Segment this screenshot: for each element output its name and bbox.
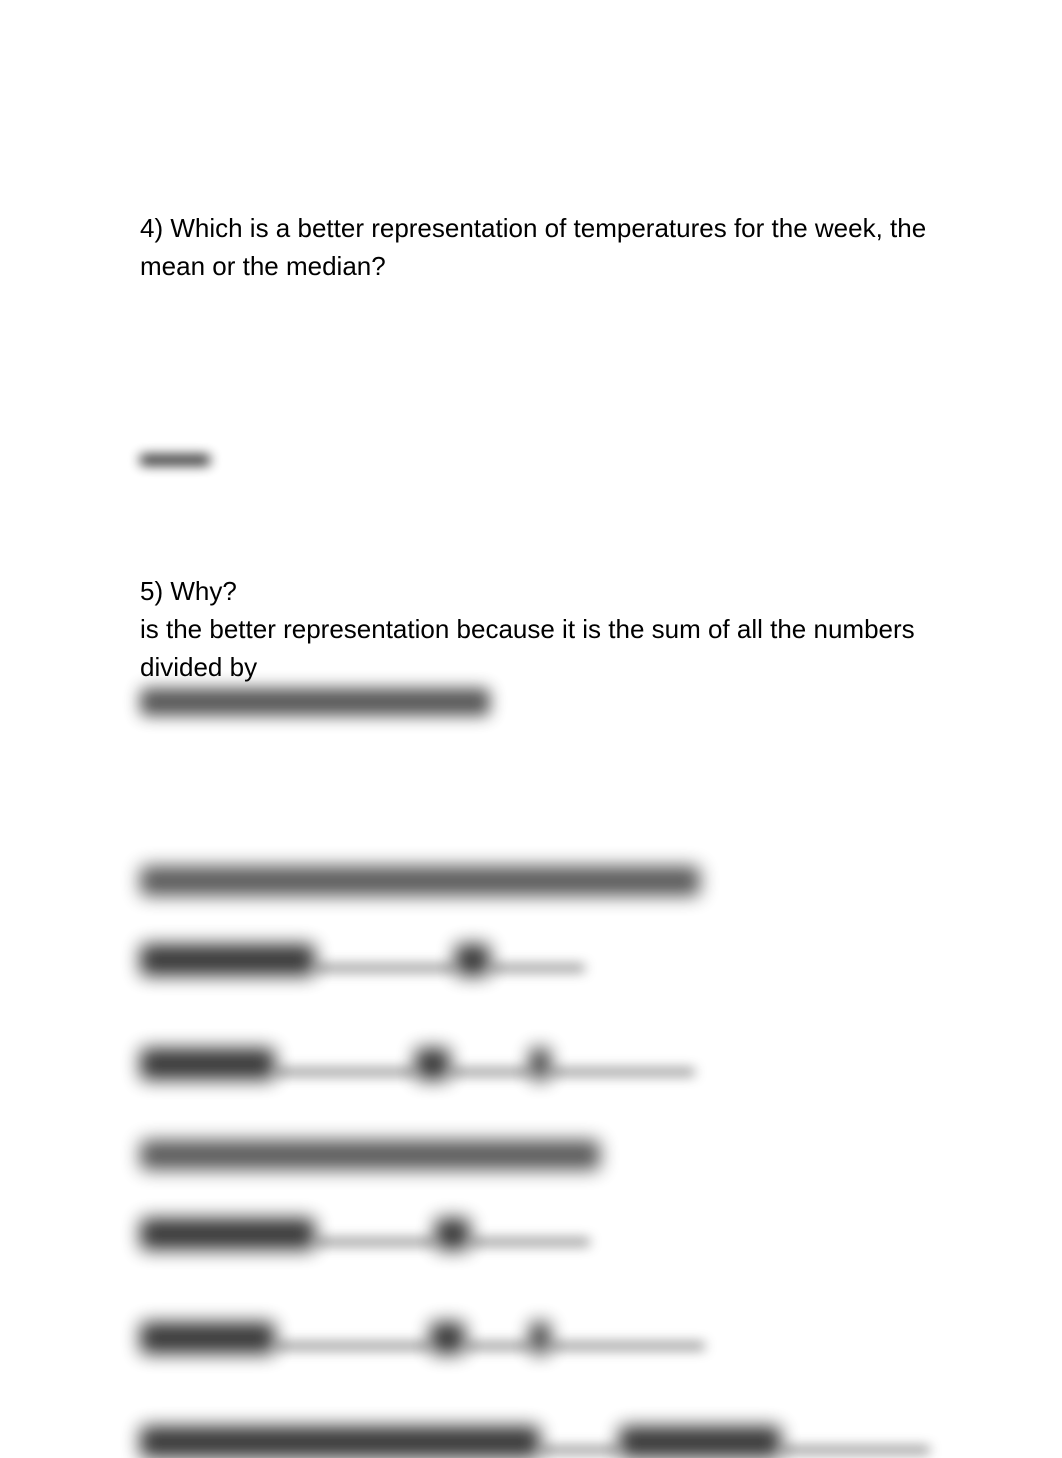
blurred-row [140, 1426, 930, 1458]
blurred-label [619, 1426, 782, 1458]
blurred-underline [550, 1068, 695, 1076]
blurred-underline [465, 1342, 530, 1350]
content-area: 4) Which is a better representation of t… [140, 210, 930, 1458]
question-5-block: 5) Why? is the better representation bec… [140, 573, 930, 716]
blurred-lower-section [140, 866, 930, 1458]
blurred-heading [140, 866, 700, 896]
blurred-label [415, 1048, 450, 1080]
blurred-underline [540, 1446, 619, 1454]
blurred-label [530, 1322, 550, 1354]
blurred-row [140, 1218, 930, 1250]
blurred-label [140, 1218, 315, 1250]
blurred-underline [490, 964, 585, 972]
question-5-visible-answer: is the better representation because it … [140, 611, 930, 686]
blurred-row [140, 866, 930, 896]
worksheet-page: 4) Which is a better representation of t… [0, 0, 1062, 1376]
question-4-text: 4) Which is a better representation of t… [140, 210, 930, 285]
blurred-label [140, 944, 315, 976]
blurred-underline [550, 1342, 705, 1350]
blurred-label [435, 1218, 470, 1250]
blurred-row [140, 1140, 930, 1170]
blurred-underline [315, 964, 455, 972]
q4-answer-blurred [140, 455, 210, 465]
blurred-heading [140, 1140, 600, 1170]
blurred-label [430, 1322, 465, 1354]
blurred-row [140, 1322, 930, 1354]
blurred-underline [781, 1446, 930, 1454]
blurred-underline [470, 1238, 590, 1246]
blurred-underline [450, 1068, 530, 1076]
question-5-blurred-continuation [140, 688, 490, 716]
blurred-row [140, 1048, 930, 1080]
blurred-label [140, 1322, 275, 1354]
blurred-row [140, 944, 930, 976]
blurred-underline [275, 1068, 415, 1076]
blurred-label [140, 1426, 540, 1458]
blurred-label [140, 1048, 275, 1080]
blurred-underline [315, 1238, 435, 1246]
blurred-label [455, 944, 490, 976]
blurred-underline [275, 1342, 430, 1350]
blurred-label [530, 1048, 550, 1080]
question-5-prompt: 5) Why? [140, 573, 930, 611]
